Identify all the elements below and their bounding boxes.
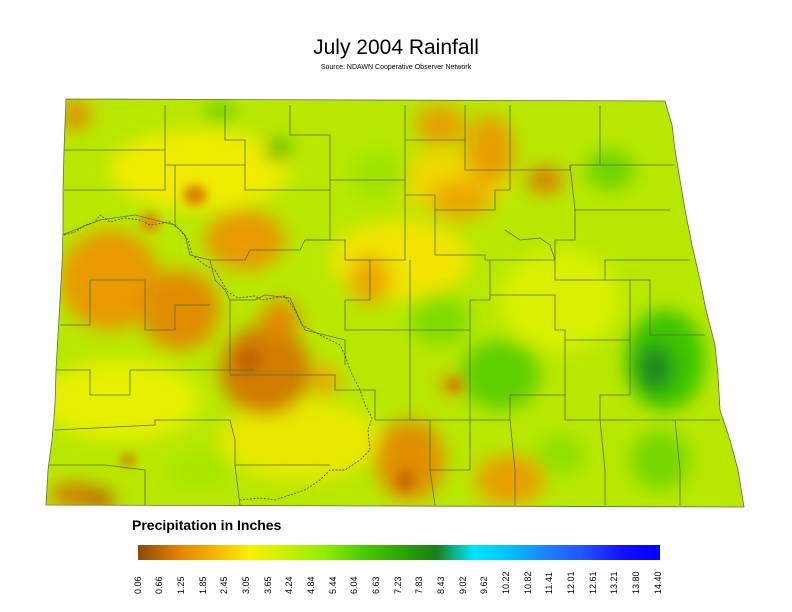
legend-label: 1.85	[198, 576, 208, 594]
map-title: July 2004 Rainfall	[313, 36, 479, 59]
legend-label: 7.23	[393, 576, 403, 594]
legend-label: 2.45	[219, 576, 229, 594]
legend-label: 11.41	[544, 572, 554, 594]
legend-label: 6.63	[371, 576, 381, 594]
county-boundaries	[48, 105, 720, 506]
legend-label: 3.65	[263, 576, 273, 594]
legend-label: 8.43	[436, 576, 446, 594]
legend-label: 12.01	[566, 571, 576, 594]
legend-label: 14.40	[653, 571, 663, 594]
legend-label: 13.80	[631, 571, 641, 594]
legend-label: 9.02	[458, 576, 468, 594]
legend-label: 5.44	[328, 576, 338, 594]
legend-label: 1.25	[176, 576, 186, 594]
legend-label: 9.62	[479, 576, 489, 594]
legend-label: 6.04	[349, 576, 359, 594]
legend-label: 4.84	[306, 576, 316, 594]
legend-color-bar	[138, 545, 660, 560]
legend-label: 0.66	[154, 576, 164, 594]
legend-label: 12.61	[588, 571, 598, 594]
legend-label: 4.24	[284, 576, 294, 594]
missouri-river	[63, 214, 373, 501]
legend-label: 7.83	[414, 576, 424, 594]
legend-label: 10.22	[501, 571, 511, 594]
legend-label: 3.05	[241, 576, 251, 594]
legend-label: 13.21	[609, 571, 619, 594]
rainfall-surface	[46, 99, 744, 507]
legend-labels: 0.06 0.66 1.25 1.85 2.45 3.05 3.65 4.24 …	[133, 564, 663, 604]
map-subtitle: Source: NDAWN Cooperative Observer Netwo…	[320, 64, 472, 71]
legend-label: 0.06	[133, 576, 143, 594]
legend-title: Precipitation in Inches	[132, 517, 282, 533]
legend-label: 10.82	[523, 571, 533, 594]
